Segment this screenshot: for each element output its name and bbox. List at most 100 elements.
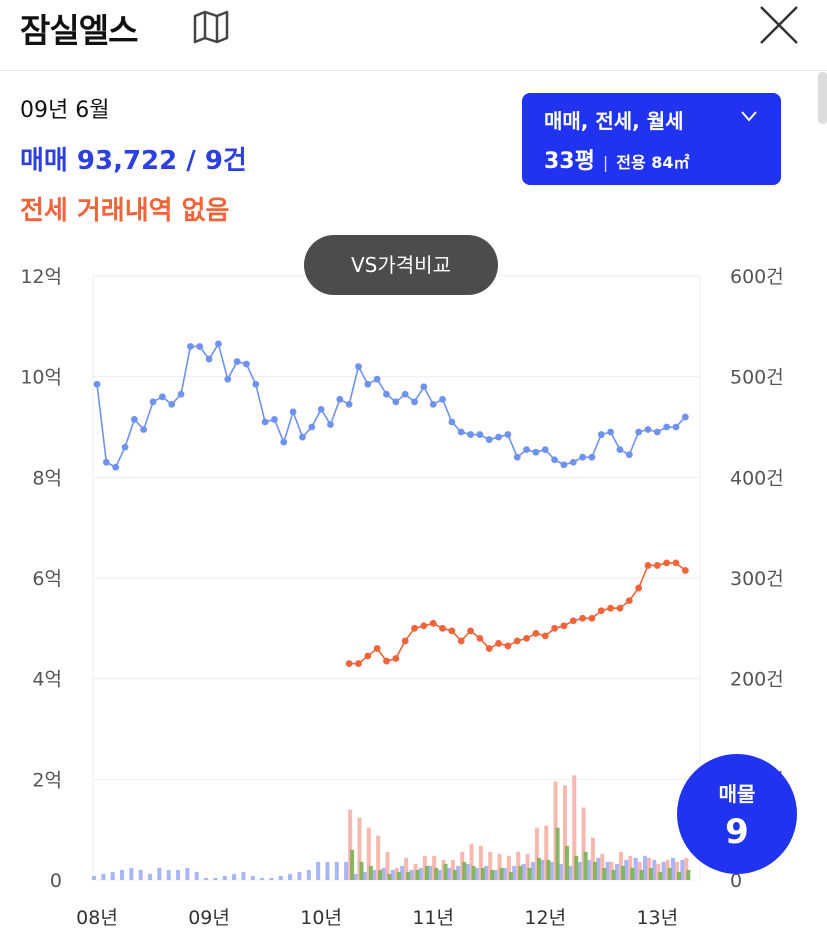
price-point [485,436,493,443]
price-point [663,559,671,567]
price-point [513,637,521,645]
volume-bar [670,857,675,880]
y-left-tick-label: 12억 [20,266,62,288]
map-icon[interactable] [192,10,230,44]
volume-bar [624,859,629,880]
volume-bar [605,861,610,880]
volume-bar [497,853,502,880]
price-point [579,453,586,461]
price-point [121,443,129,451]
volume-bar [586,859,591,880]
price-point [252,380,260,388]
price-point [261,418,269,426]
price-point [467,627,474,635]
volume-bar [568,865,573,880]
price-point [635,584,643,592]
price-point [672,559,680,567]
volume-bar [376,835,381,880]
volume-bar [418,867,423,880]
volume-bar [583,851,588,880]
y-left-tick-label: 4억 [32,669,62,691]
sale-summary: 매매 93,722 / 9건 [20,146,247,176]
volume-bar [101,873,106,880]
price-point [215,340,222,348]
y-left-tick-label: 8억 [32,467,62,489]
price-point [448,418,456,426]
volume-bar [530,861,535,880]
volume-bar [297,871,302,880]
volume-bar [512,865,517,880]
volume-bar [372,869,377,880]
price-point [597,431,605,438]
volume-bar [443,863,448,880]
volume-bar [366,827,371,880]
price-point [411,398,418,406]
price-point [644,426,652,433]
price-point [457,637,465,645]
price-point [597,607,605,615]
trade-filter-button[interactable]: 매매, 전세, 월세 33평 | 전용 84㎡ [522,93,781,185]
price-point [476,431,484,438]
price-point [588,453,596,461]
scrollbar-thumb[interactable] [818,72,827,124]
price-point [504,431,512,438]
price-point [532,448,540,456]
price-point [158,393,166,401]
price-point [280,438,288,446]
volume-bar [590,837,595,880]
volume-bar [222,875,227,880]
volume-bar [452,869,457,880]
volume-bar [508,871,513,880]
x-tick-label: 13년 [636,907,678,928]
page-title: 잠실엘스 [20,11,138,50]
price-point [607,604,615,612]
volume-bar [642,855,647,880]
price-point [653,562,661,569]
volume-bar [558,863,563,880]
volume-bar [400,865,405,880]
close-icon[interactable] [756,2,802,48]
volume-bar [232,873,237,880]
y-left-tick-label: 10억 [20,367,62,389]
price-point [504,642,512,650]
price-point [495,640,502,647]
listing-count: 9 [725,812,749,852]
volume-bar [549,861,554,880]
volume-bar [396,871,401,880]
price-point [168,400,176,408]
price-point [392,655,400,662]
volume-bar [661,861,666,880]
price-point [551,624,558,632]
volume-bar [562,785,567,880]
volume-bar [596,857,601,880]
volume-bar [581,807,586,880]
price-point [373,375,381,383]
volume-bar [406,871,411,880]
volume-bar [611,869,616,880]
volume-bar [506,855,511,880]
volume-bar [602,867,607,880]
volume-bar [488,851,493,880]
volume-bar [474,867,479,880]
price-point [317,405,325,413]
price-point [196,343,204,350]
volume-bar [110,871,115,880]
size-label: 33평 [544,149,595,174]
trade-types-label: 매매, 전세, 월세 [544,109,684,133]
volume-bar [667,867,672,880]
price-point [205,355,213,363]
volume-bar [544,825,549,880]
volume-bar [409,869,414,880]
price-point [186,343,194,350]
volume-bar [241,871,246,880]
price-point [569,617,577,625]
x-tick-label: 10년 [300,907,342,928]
price-point [579,614,586,622]
volume-bar [390,869,395,880]
y-right-tick-label: 300건 [730,568,784,590]
price-point [299,433,306,441]
price-point [448,627,456,635]
listing-count-button[interactable]: 매물 9 [677,754,797,874]
vs-compare-button[interactable]: VS가격비교 [304,235,498,295]
price-point [616,446,624,454]
